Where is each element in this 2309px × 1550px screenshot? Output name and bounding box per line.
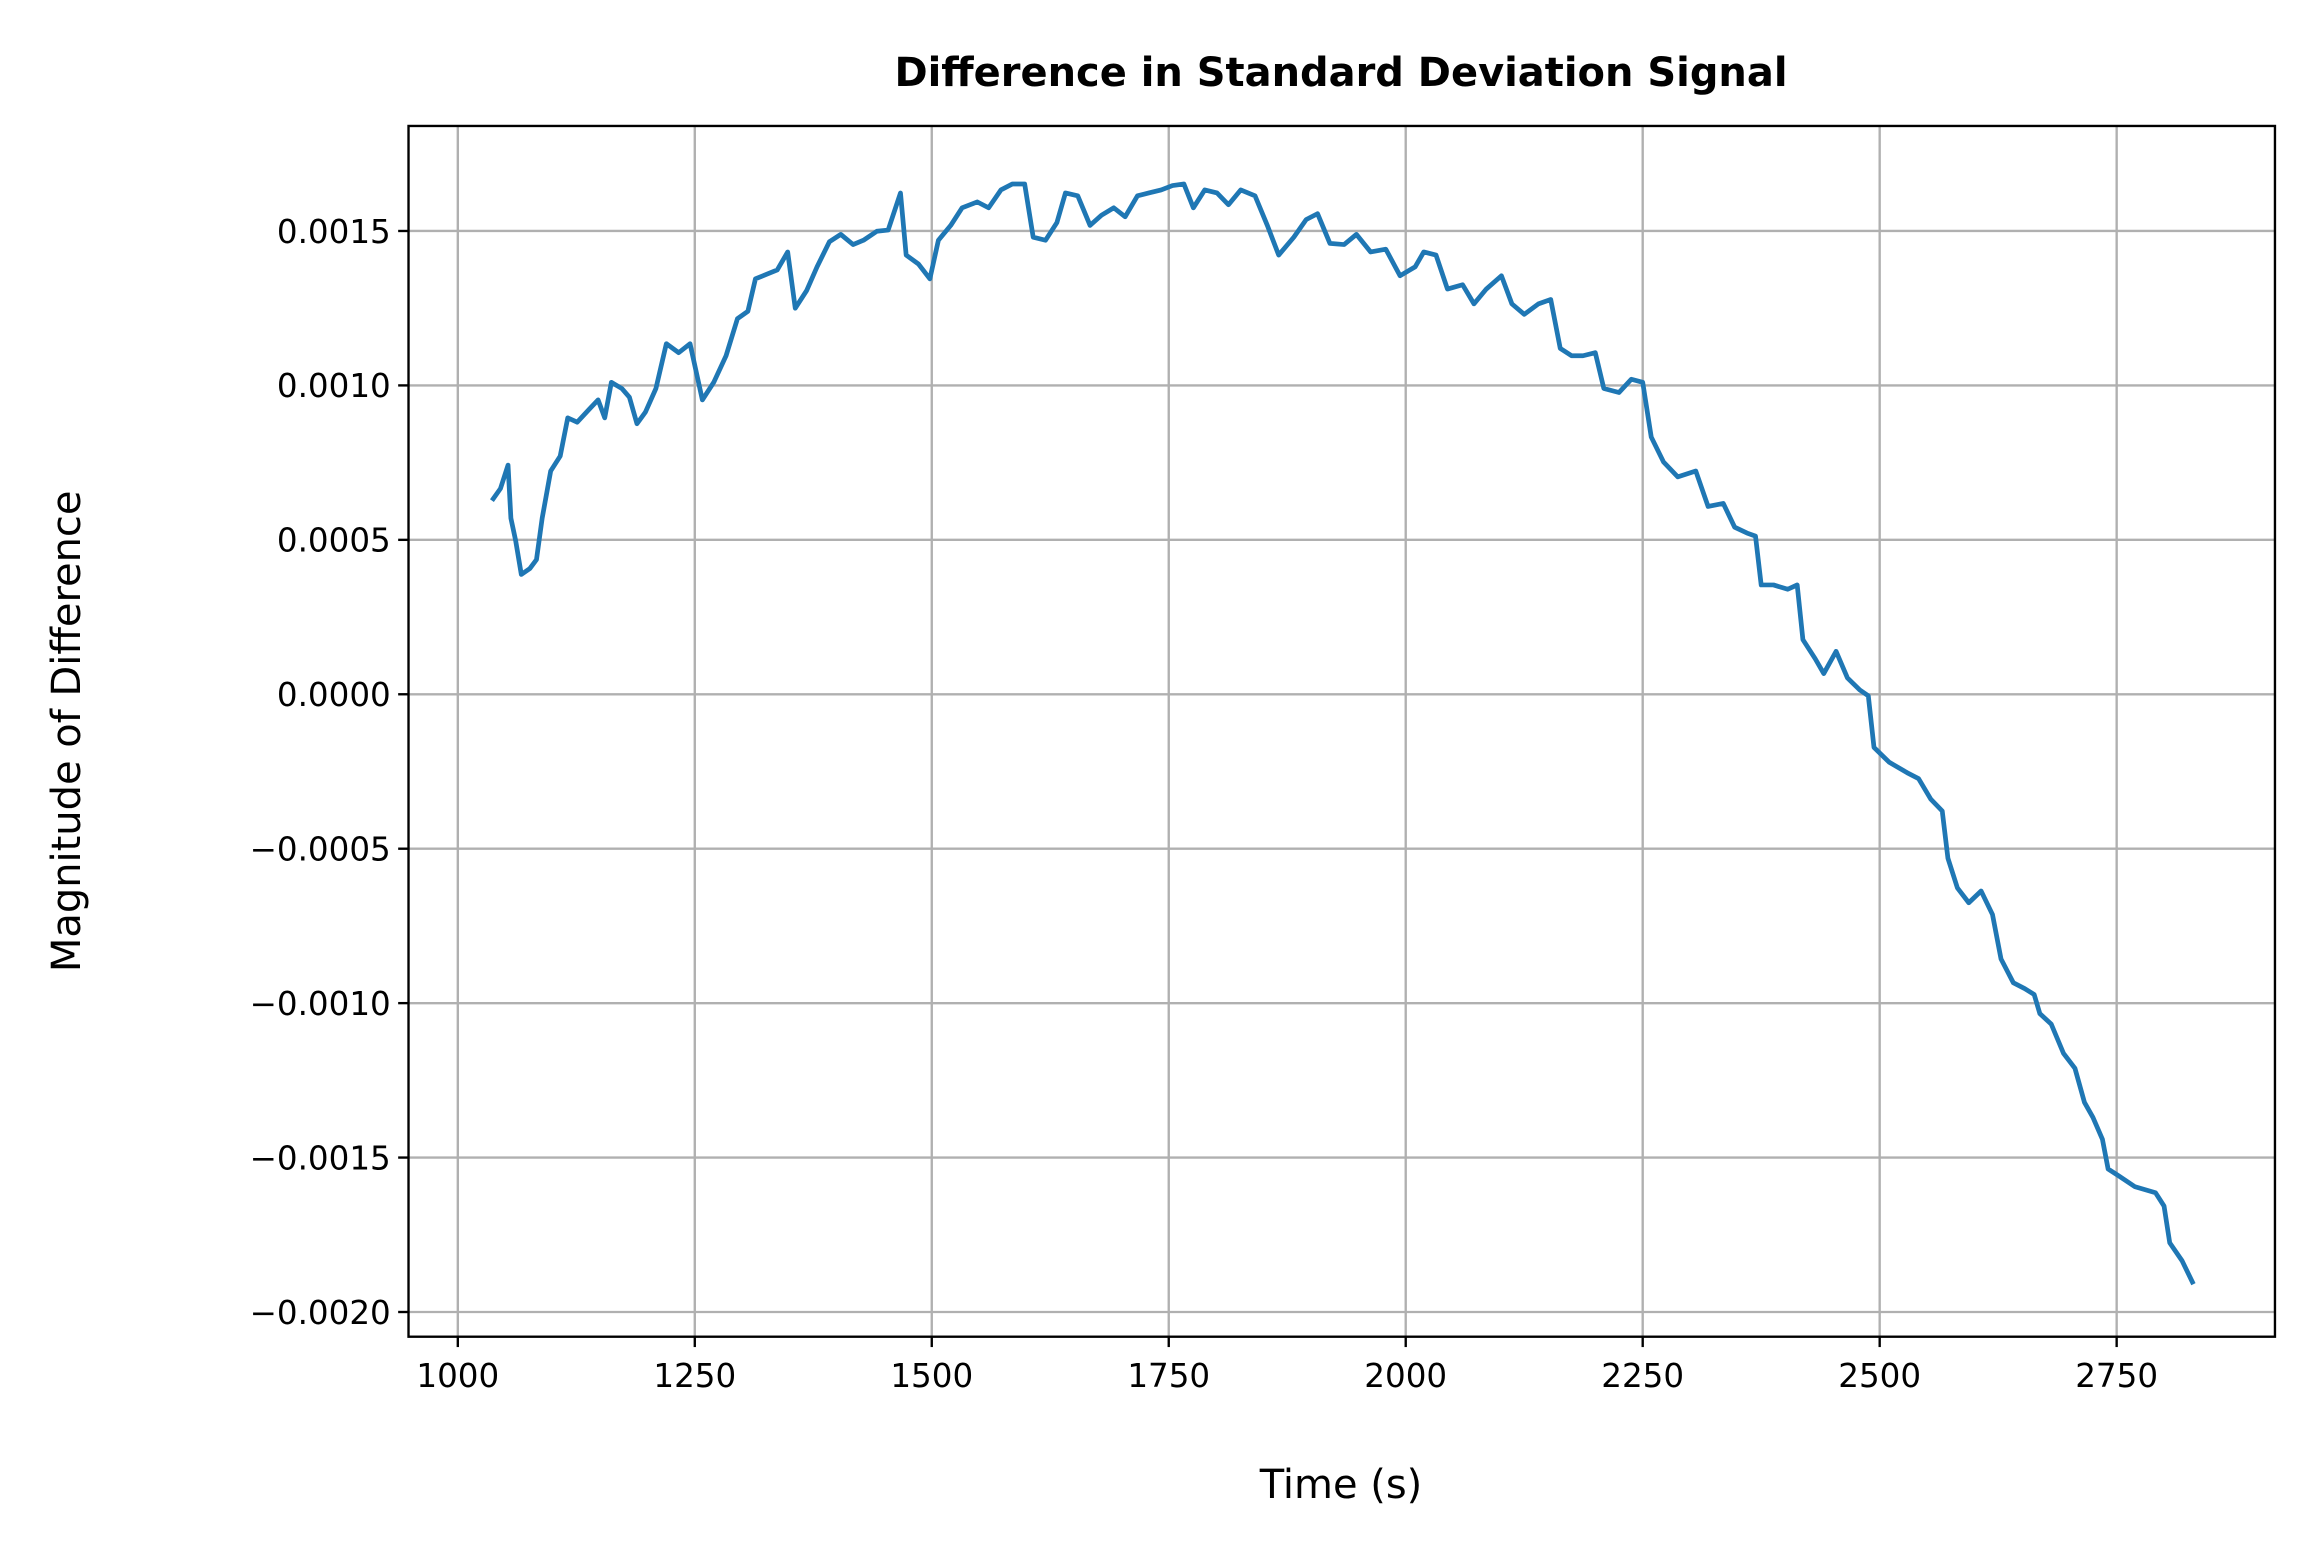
y-tick-label: −0.0020	[250, 1294, 391, 1332]
y-tick-label: −0.0015	[250, 1139, 391, 1177]
x-tick-label: 1750	[1127, 1357, 1210, 1395]
y-axis-label: Magnitude of Difference	[44, 491, 90, 973]
x-tick-label: 2250	[1601, 1357, 1684, 1395]
x-axis-label: Time (s)	[1259, 1462, 1422, 1508]
y-tick-label: 0.0010	[277, 367, 391, 405]
data-line	[490, 181, 2196, 1286]
y-tick-label: 0.0000	[277, 676, 391, 714]
x-tick-label: 1000	[416, 1357, 499, 1395]
chart-title: Difference in Standard Deviation Signal	[894, 50, 1787, 96]
x-tick-label: 2500	[1838, 1357, 1921, 1395]
y-tick-label: −0.0005	[250, 831, 391, 869]
y-tick-label: 0.0005	[277, 522, 391, 560]
x-tick-label: 1500	[890, 1357, 973, 1395]
y-tick-label: −0.0010	[250, 985, 391, 1023]
x-tick-label: 1250	[653, 1357, 736, 1395]
x-tick-label: 2750	[2075, 1357, 2158, 1395]
plot-frame	[407, 124, 2277, 1338]
x-tick-label: 2000	[1364, 1357, 1447, 1395]
y-tick-label: 0.0015	[277, 213, 391, 251]
